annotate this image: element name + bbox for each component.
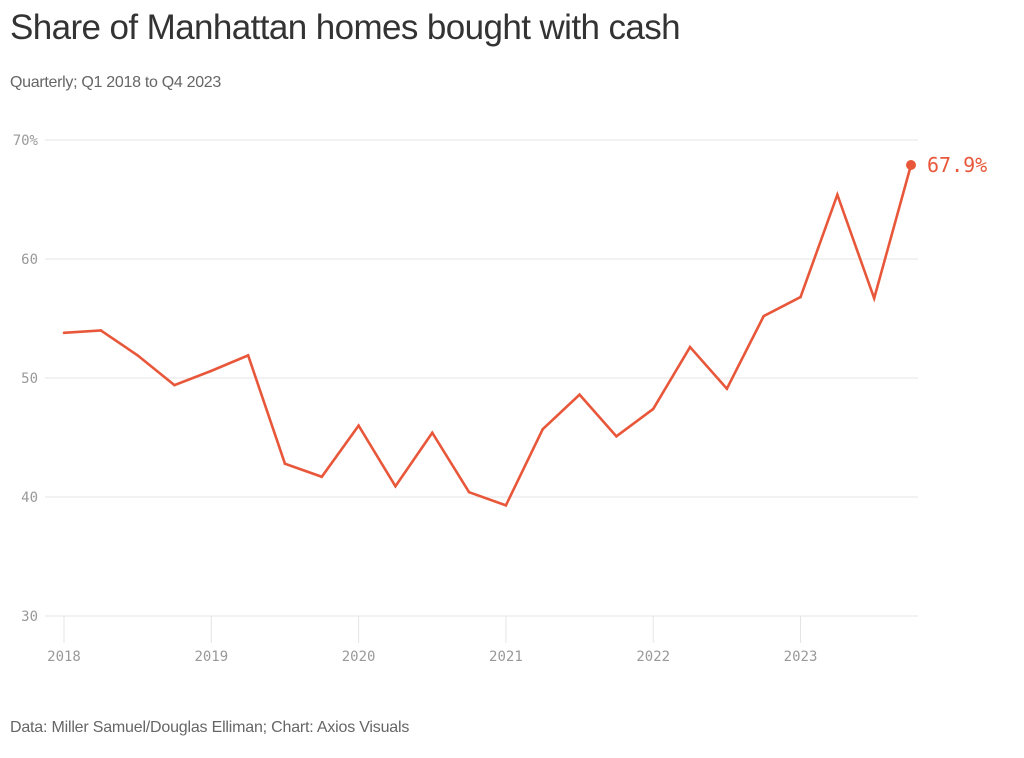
data-point xyxy=(357,424,360,427)
data-point xyxy=(99,329,103,332)
data-point xyxy=(615,435,618,438)
y-tick-label: 60 xyxy=(21,252,38,268)
data-point xyxy=(283,462,287,465)
series-line xyxy=(63,164,913,507)
end-value-label: 67.9% xyxy=(927,153,987,177)
gridlines xyxy=(45,139,918,617)
data-point xyxy=(504,504,508,507)
source-note: Data: Miller Samuel/Douglas Elliman; Cha… xyxy=(10,719,410,736)
y-axis: 70% 60 50 40 30 xyxy=(13,133,39,625)
y-tick-label: 50 xyxy=(21,371,38,387)
annotation-layer: 67.9% xyxy=(906,153,987,177)
y-tick-label: 40 xyxy=(21,490,38,506)
data-point xyxy=(210,369,213,373)
chart-title: Share of Manhattan homes bought with cas… xyxy=(10,8,681,47)
x-tick-label: 2023 xyxy=(784,649,818,665)
x-tick-label: 2018 xyxy=(47,649,81,665)
chart-subtitle: Quarterly; Q1 2018 to Q4 2023 xyxy=(10,74,221,91)
data-point xyxy=(246,354,250,357)
data-point xyxy=(467,490,471,494)
y-tick-label: 70% xyxy=(13,133,39,149)
data-point xyxy=(173,383,176,387)
data-point xyxy=(836,193,839,197)
end-point-marker xyxy=(906,159,916,170)
data-point xyxy=(62,331,66,335)
data-point xyxy=(394,484,397,488)
data-point xyxy=(799,295,802,299)
data-point xyxy=(136,354,139,357)
data-point xyxy=(578,393,581,396)
x-tick-label: 2022 xyxy=(636,649,670,665)
data-point xyxy=(872,296,876,300)
data-point xyxy=(320,475,324,479)
data-point xyxy=(725,387,729,391)
x-tick-label: 2021 xyxy=(489,649,523,665)
data-point xyxy=(688,345,692,349)
data-point xyxy=(762,314,765,318)
x-axis: 2018 2019 2020 2021 2022 2023 xyxy=(47,616,817,665)
x-tick-label: 2020 xyxy=(342,649,376,665)
y-tick-label: 30 xyxy=(21,609,38,625)
data-point xyxy=(541,427,545,431)
data-point xyxy=(651,407,655,411)
series-layer xyxy=(62,163,913,507)
data-point xyxy=(430,431,434,435)
x-tick-label: 2019 xyxy=(194,649,228,665)
